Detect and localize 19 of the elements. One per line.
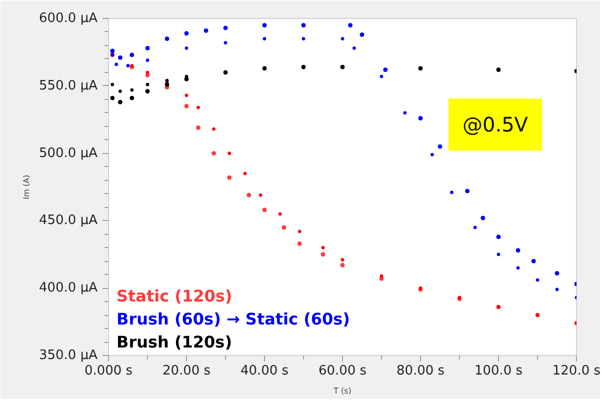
x-axis-title: T (s) (332, 386, 352, 396)
text: Brush (60s) → Static (60s) (116, 310, 350, 328)
y-axis-title: Im (A) (22, 174, 31, 200)
y-tick-label: 350.0 µA (38, 348, 98, 363)
x-tick-label: 40.00 s (240, 364, 289, 378)
x-tick-label: 20.00 s (162, 364, 211, 378)
y-tick-label: 550.0 µA (38, 78, 98, 94)
text: Brush (120s) (116, 332, 232, 352)
text: Static (120s) (116, 286, 232, 306)
x-tick-label: 100.0 s (474, 364, 523, 378)
y-tick-label: 500.0 µA (38, 146, 98, 161)
y-tick-label: 400.0 µA (38, 280, 98, 296)
annotation: @0.5V (462, 112, 528, 136)
x-tick-label: 120.0 s (552, 364, 601, 378)
x-tick-label: 80.00 s (396, 364, 445, 378)
x-tick-label: 0.000 s (84, 364, 133, 378)
y-tick-label: 450.0 µA (38, 213, 98, 228)
y-tick-label: 600.0 µA (38, 11, 98, 26)
x-tick-label: 60.00 s (318, 364, 367, 378)
